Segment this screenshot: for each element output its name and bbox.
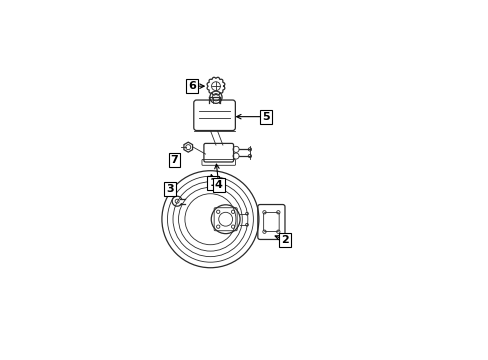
Text: 4: 4 <box>214 180 222 190</box>
Text: 2: 2 <box>281 235 288 245</box>
Text: 1: 1 <box>209 178 217 188</box>
Text: 5: 5 <box>262 112 269 122</box>
Text: 7: 7 <box>170 155 178 165</box>
Text: 6: 6 <box>188 81 196 91</box>
Text: 3: 3 <box>166 184 174 194</box>
